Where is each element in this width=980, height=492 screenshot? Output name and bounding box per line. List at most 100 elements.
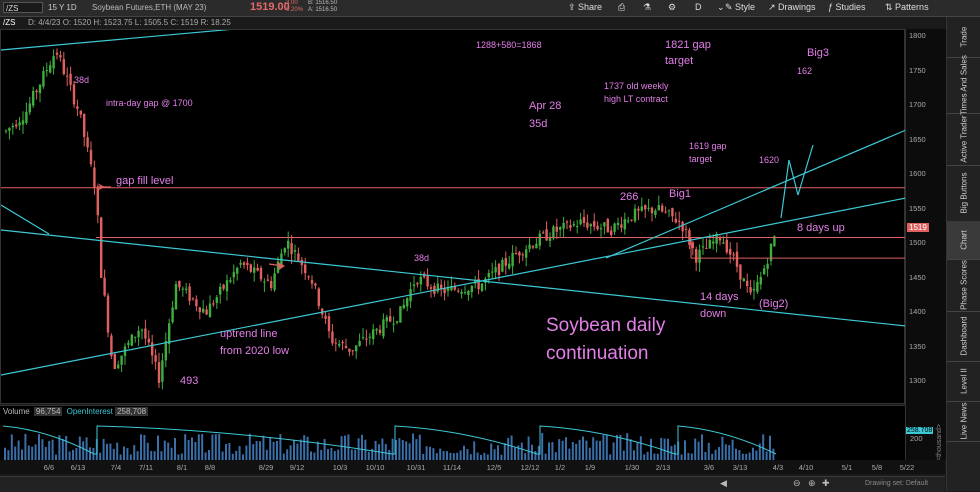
volume-bar xyxy=(10,434,13,461)
candle-body xyxy=(208,303,212,318)
volume-bar xyxy=(452,453,455,461)
flask-icon[interactable]: ⚗ xyxy=(643,2,652,12)
volume-bar xyxy=(439,448,442,461)
gear-icon[interactable]: ⚙ xyxy=(668,2,677,12)
instrument-name: Soybean Futures,ETH (MAY 23) xyxy=(92,3,207,12)
volume-bar xyxy=(609,454,612,461)
candle-body xyxy=(474,279,477,284)
timeframe-label[interactable]: 15 Y 1D xyxy=(48,3,77,12)
candle-body xyxy=(239,262,242,265)
sidebar-tab-live-news[interactable]: Live News xyxy=(947,401,980,442)
sidebar-tab-level-ii[interactable]: Level II xyxy=(947,361,980,402)
volume-bar xyxy=(405,441,408,461)
volume-bar xyxy=(354,449,357,461)
volume-bar xyxy=(72,449,74,461)
volume-bar xyxy=(371,448,374,461)
volume-bar xyxy=(313,452,316,461)
candle-body xyxy=(429,287,433,289)
candle-body xyxy=(290,243,293,255)
volume-bar xyxy=(357,438,360,461)
candle-body xyxy=(477,278,480,290)
volume-bar xyxy=(639,436,642,461)
zoom-in-icon[interactable]: ⊕ xyxy=(808,478,816,488)
volume-bar xyxy=(361,434,363,461)
time-tick: 6/6 xyxy=(43,463,55,472)
timeframe-d-button[interactable]: D xyxy=(695,2,702,12)
crosshair-icon[interactable]: ✚ xyxy=(822,478,830,488)
candle-body xyxy=(93,167,96,189)
volume-bar xyxy=(415,439,418,461)
scroll-left-icon[interactable]: ◀ xyxy=(720,478,727,488)
volume-bar xyxy=(204,452,207,461)
volume-bar xyxy=(320,449,323,461)
candle-body xyxy=(569,225,572,228)
patterns-button[interactable]: ⇅ Patterns xyxy=(885,2,929,12)
volume-bar xyxy=(724,444,727,461)
volume-bar xyxy=(174,437,176,461)
price-tick: 1650 xyxy=(909,134,926,144)
downtrend-line xyxy=(1,229,906,327)
sidebar-tab-dashboard[interactable]: Dashboard xyxy=(947,311,980,362)
volume-bar xyxy=(4,447,6,461)
volume-bar xyxy=(7,450,10,461)
time-tick: 7/4 xyxy=(110,463,122,472)
candle-body xyxy=(242,262,246,265)
share-button[interactable]: ⇪ Share xyxy=(568,2,603,12)
printer-icon[interactable]: ⎙ xyxy=(618,2,626,12)
sidebar-tab-phase-scores[interactable]: Phase Scores xyxy=(947,259,980,312)
price-chart[interactable]: 1288+580=1868 1821 gap target Big3 162 1… xyxy=(0,29,906,405)
candle-body xyxy=(722,242,725,244)
volume-bar xyxy=(422,453,425,461)
candle-body xyxy=(576,226,579,228)
candle-body xyxy=(205,309,208,315)
volume-bar xyxy=(327,448,329,461)
candle-body xyxy=(304,264,307,274)
sidebar-tab-chart[interactable]: Chart xyxy=(947,221,980,260)
studies-button[interactable]: ƒ Studies xyxy=(828,2,866,12)
candle-body xyxy=(331,331,334,344)
volume-bar xyxy=(476,452,479,461)
sidebar-tab-trade[interactable]: Trade xyxy=(947,17,980,58)
candle-body xyxy=(616,222,620,225)
zoom-out-icon[interactable]: ⊖ xyxy=(793,478,801,488)
price-chart-canvas[interactable] xyxy=(1,30,906,405)
volume-bar xyxy=(626,433,629,461)
sidebar-tab-times-and-sales[interactable]: Times And Sales xyxy=(947,55,980,115)
sidebar-tab-label: Big Buttons xyxy=(959,172,969,214)
candle-body xyxy=(678,220,681,222)
candle-body xyxy=(287,240,290,249)
symbol-input[interactable]: /ZS xyxy=(3,2,43,13)
volume-bar xyxy=(568,448,571,461)
volume-bar xyxy=(483,452,486,461)
steep-trendline xyxy=(605,129,906,259)
volume-pane[interactable]: Volume 96,754 OpenInterest 258,708 xyxy=(0,405,905,461)
last-price: 1519.00 xyxy=(250,1,290,13)
time-axis[interactable]: 6/6 6/13 7/4 7/11 8/1 8/8 8/29 9/12 10/3 10/10 10/… xyxy=(0,460,945,474)
sidebar-tab-active-trader[interactable]: Active Trader xyxy=(947,113,980,166)
volume-bar xyxy=(170,447,173,461)
sidebar-tab-big-buttons[interactable]: Big Buttons xyxy=(947,165,980,222)
volume-bar xyxy=(388,449,391,461)
drawing-set-label[interactable]: Drawing set: Default xyxy=(865,480,929,487)
time-tick: 3/6 xyxy=(703,463,715,472)
drawings-button[interactable]: ↗ Drawings xyxy=(768,2,816,12)
time-tick: 8/29 xyxy=(258,463,274,472)
candle-body xyxy=(759,276,762,285)
price-axis[interactable]: 1800 1750 1700 1650 1600 1550 1500 1450 1400 1350… xyxy=(905,29,946,461)
volume-bar xyxy=(663,438,666,461)
chevron-icon[interactable]: ⌄ xyxy=(717,2,725,12)
annotation-big2: (Big2) xyxy=(759,298,789,310)
annotation-1737-weekly: 1737 old weekly xyxy=(604,81,669,91)
candle-body xyxy=(460,291,463,294)
volume-bar xyxy=(446,451,448,461)
volume-bar xyxy=(75,447,78,461)
volume-bar xyxy=(276,440,278,461)
style-button[interactable]: ✎ Style xyxy=(725,2,756,12)
volume-bar xyxy=(51,439,54,461)
annotation-1737-contract: high LT contract xyxy=(604,94,668,104)
volume-bar xyxy=(711,453,714,461)
volume-bar xyxy=(211,434,214,461)
candle-body xyxy=(212,303,215,305)
volume-bar xyxy=(616,434,618,461)
volume-bar xyxy=(163,440,166,461)
